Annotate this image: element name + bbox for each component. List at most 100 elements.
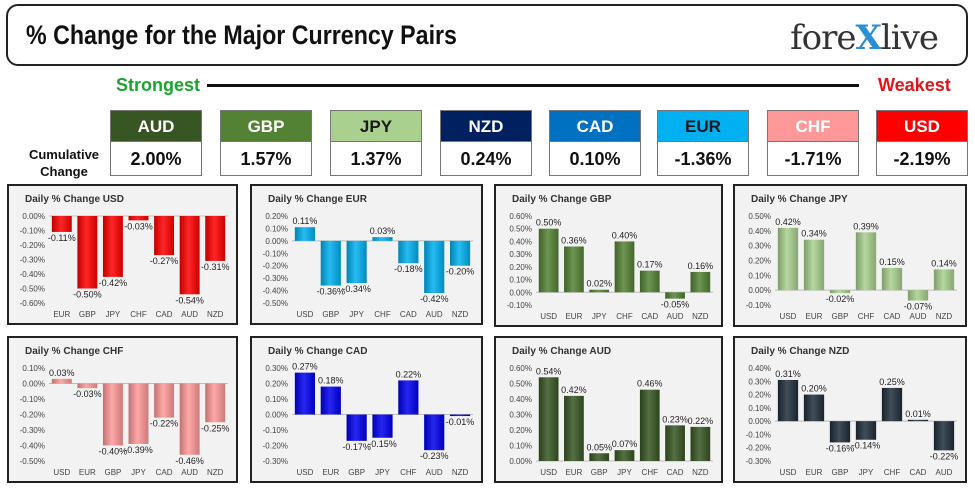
- bar-usd: [538, 228, 559, 293]
- bar-nzd: [205, 383, 226, 423]
- x-tick-label: JPY: [592, 312, 607, 321]
- data-label: 0.02%: [586, 279, 612, 289]
- x-tick-label: CAD: [910, 468, 927, 477]
- data-label: -0.39%: [124, 445, 153, 455]
- cumulative-label-line2: Change: [40, 164, 88, 179]
- y-tick-label: 0.50%: [748, 212, 771, 221]
- data-label: -0.22%: [150, 419, 179, 429]
- x-tick-label: CHF: [858, 312, 875, 321]
- ranking-currency-name: EUR: [657, 110, 749, 142]
- bar-aud: [424, 414, 445, 451]
- bar-cad: [881, 267, 903, 291]
- data-label: 0.50%: [536, 218, 562, 228]
- bar-nzd: [690, 271, 711, 293]
- bar-jpy: [346, 240, 367, 284]
- y-tick-label: -0.30%: [263, 457, 288, 466]
- data-label: 0.15%: [879, 257, 905, 267]
- data-label: -0.16%: [826, 443, 855, 453]
- ranking-cumulative-value: -2.19%: [876, 142, 968, 176]
- y-tick-label: 0.20%: [265, 212, 288, 221]
- chart-title: Daily % Change GBP: [512, 194, 612, 205]
- ranking-cumulative-value: 2.00%: [110, 142, 202, 176]
- ranking-currency-name: CHF: [767, 110, 859, 142]
- bar-usd: [777, 379, 799, 422]
- data-label: 0.11%: [292, 216, 317, 226]
- bar-nzd: [449, 414, 471, 417]
- x-tick-label: AUD: [936, 468, 953, 477]
- chart-panel-2: Daily % Change EUR 0.20% 0.10% 0.00% -0.10% -…: [250, 184, 483, 325]
- y-tick-label: 0.00%: [509, 288, 532, 297]
- x-tick-label: AUD: [181, 468, 198, 477]
- bar-cad: [907, 419, 929, 422]
- y-tick-label: -0.40%: [20, 442, 45, 451]
- ranking-currency-name: USD: [876, 110, 968, 142]
- bar-usd: [777, 227, 799, 291]
- x-tick-label: AUD: [426, 310, 443, 319]
- header-banner: % Change for the Major Currency Pairs fo…: [6, 4, 968, 66]
- chart-title: Daily % Change EUR: [268, 194, 368, 205]
- y-tick-label: 0.00%: [265, 411, 288, 420]
- bar-chart: Daily % Change CAD 0.30% 0.20% 0.10% 0.00% -0…: [263, 346, 475, 477]
- x-tick-label: AUD: [667, 312, 684, 321]
- x-tick-label: CHF: [642, 468, 659, 477]
- ranking-currency-name: NZD: [440, 110, 532, 142]
- data-label: -0.18%: [394, 264, 423, 274]
- x-tick-label: NZD: [452, 310, 469, 319]
- x-tick-label: JPY: [349, 310, 364, 319]
- data-label: -0.34%: [342, 284, 371, 294]
- y-tick-label: -0.40%: [263, 287, 288, 296]
- x-tick-label: JPY: [617, 468, 632, 477]
- ranking-chf: CHF -1.71%: [767, 110, 859, 176]
- bar-nzd: [205, 216, 226, 261]
- chart-title: Daily % Change CAD: [268, 346, 367, 357]
- data-label: -0.25%: [201, 423, 230, 433]
- data-label: -0.31%: [201, 262, 230, 272]
- ranking-cumulative-value: -1.36%: [657, 142, 749, 176]
- weakest-label: Weakest: [878, 75, 951, 95]
- y-tick-label: -0.30%: [20, 426, 45, 435]
- data-label: 0.07%: [612, 439, 638, 449]
- strongest-label: Strongest: [116, 75, 201, 95]
- y-tick-label: 0.20%: [748, 391, 771, 400]
- y-tick-label: -0.60%: [20, 299, 45, 308]
- bar-chf: [855, 232, 877, 291]
- data-label: -0.02%: [826, 294, 855, 304]
- data-label: 0.27%: [292, 362, 318, 372]
- bar-chf: [372, 237, 393, 241]
- x-tick-label: GBP: [79, 310, 96, 319]
- data-label: -0.17%: [342, 442, 371, 452]
- x-tick-label: CHF: [884, 468, 901, 477]
- data-label: -0.42%: [99, 278, 128, 288]
- data-label: -0.36%: [317, 287, 346, 297]
- y-tick-label: -0.20%: [263, 442, 288, 451]
- x-tick-label: GBP: [832, 468, 849, 477]
- x-tick-label: CAD: [156, 468, 173, 477]
- x-tick-label: NZD: [207, 310, 224, 319]
- x-tick-label: EUR: [53, 310, 70, 319]
- y-tick-label: -0.20%: [20, 411, 45, 420]
- bar-cad: [154, 383, 175, 418]
- y-tick-label: -0.20%: [746, 444, 771, 453]
- data-label: -0.14%: [852, 441, 881, 451]
- y-tick-label: -0.10%: [263, 249, 288, 258]
- bar-gbp: [829, 421, 851, 443]
- chart-title: Daily % Change JPY: [751, 194, 848, 205]
- data-label: 0.54%: [536, 366, 562, 376]
- ranking-cad: CAD 0.10%: [549, 110, 641, 176]
- data-label: 0.05%: [586, 442, 612, 452]
- chart-title: Daily % Change USD: [25, 194, 124, 205]
- bar-aud: [665, 292, 685, 299]
- bar-aud: [424, 240, 445, 294]
- x-tick-label: CHF: [130, 310, 147, 319]
- bar-chart: Daily % Change USD 0.00% -0.10% -0.20% -0.30…: [20, 194, 230, 319]
- ranking-aud: AUD 2.00%: [110, 110, 202, 176]
- y-tick-label: 0.10%: [748, 404, 771, 413]
- data-label: 0.39%: [853, 221, 879, 231]
- y-tick-label: 0.40%: [748, 364, 771, 373]
- chart-panel-7: Daily % Change AUD 0.60% 0.50% 0.40% 0.30% 0.…: [494, 336, 723, 483]
- bar-jpy: [102, 216, 123, 277]
- y-tick-label: 0.20%: [509, 263, 532, 272]
- x-tick-label: JPY: [106, 310, 121, 319]
- data-label: 0.46%: [637, 379, 663, 389]
- bar-aud: [907, 290, 929, 301]
